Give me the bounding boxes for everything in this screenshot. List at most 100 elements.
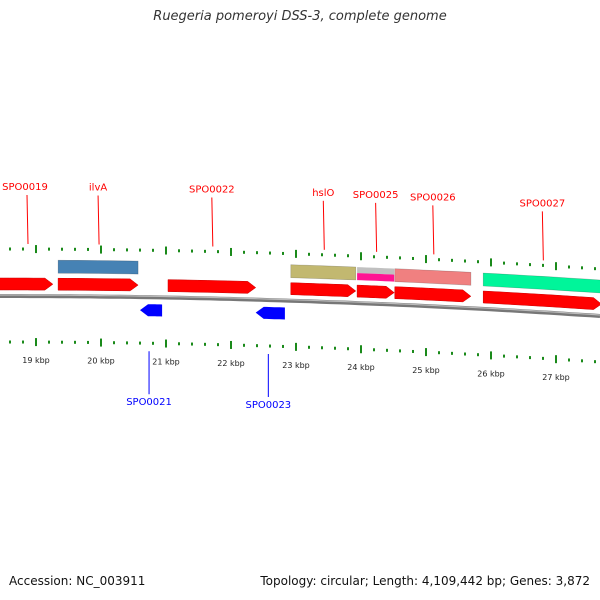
gene-label: hslO (312, 188, 334, 199)
cds-arrow-plus (167, 279, 257, 294)
gene-SPO0026[interactable]: SPO0026 (394, 192, 472, 303)
upper-minor-tick (412, 256, 414, 260)
cds-arrow-plus (394, 286, 472, 303)
lower-minor-tick (464, 352, 466, 356)
upper-minor-tick (178, 249, 180, 253)
lower-minor-tick (9, 340, 11, 344)
upper-minor-tick (464, 259, 466, 263)
lower-minor-tick (334, 346, 336, 350)
feature-box (57, 259, 139, 275)
lower-minor-tick (386, 348, 388, 352)
lower-minor-tick (412, 349, 414, 353)
cds-arrow-minus (140, 304, 163, 317)
gene-SPO0025[interactable]: SPO0025 (353, 190, 399, 299)
upper-minor-tick (256, 251, 258, 255)
gene-label-leader (211, 197, 214, 247)
backbone-highlight (0, 294, 600, 316)
gene-label: SPO0019 (2, 182, 48, 193)
upper-major-tick (295, 249, 297, 258)
upper-minor-tick (503, 261, 505, 265)
gene-SPO0023[interactable]: SPO0023 (245, 306, 291, 411)
gene-label-leader (541, 211, 544, 261)
lower-minor-tick (594, 360, 596, 364)
upper-minor-tick (347, 254, 349, 258)
upper-minor-tick (334, 253, 336, 257)
upper-minor-tick (451, 258, 453, 262)
feature-box (394, 268, 472, 286)
lower-minor-tick (152, 341, 154, 345)
upper-minor-tick (308, 252, 310, 256)
upper-minor-tick (74, 247, 76, 251)
upper-major-tick (165, 246, 167, 255)
lower-major-tick (360, 345, 362, 354)
lower-minor-tick (139, 341, 141, 345)
upper-major-tick (425, 255, 427, 264)
lower-major-tick (295, 342, 297, 351)
upper-major-tick (100, 245, 102, 254)
ruler-label-27-kbp: 27 kbp (542, 373, 570, 382)
upper-minor-tick (152, 248, 154, 252)
upper-minor-tick (282, 251, 284, 255)
lower-minor-tick (126, 341, 128, 345)
gene-ilvA[interactable]: ilvA (57, 183, 139, 292)
upper-minor-tick (477, 260, 479, 264)
lower-major-tick (425, 348, 427, 357)
upper-minor-tick (9, 247, 11, 251)
upper-minor-tick (542, 263, 544, 267)
upper-major-tick (35, 245, 37, 254)
upper-minor-tick (204, 249, 206, 253)
lower-minor-tick (451, 351, 453, 355)
lower-minor-tick (87, 340, 89, 344)
map-title: Ruegeria pomeroyi DSS-3, complete genome (153, 9, 447, 24)
upper-major-tick (230, 247, 232, 256)
lower-minor-tick (503, 354, 505, 358)
lower-major-tick (35, 338, 37, 347)
lower-minor-tick (217, 343, 219, 347)
lower-major-tick (555, 355, 557, 364)
lower-minor-tick (516, 355, 518, 359)
gene-label-leader (97, 195, 100, 245)
feature-box-upper (357, 267, 395, 275)
feature-box (482, 272, 600, 294)
upper-minor-tick (48, 247, 50, 251)
upper-minor-tick (373, 255, 375, 259)
accession-text: Accession: NC_003911 (9, 574, 146, 588)
gene-label: SPO0021 (126, 397, 172, 408)
gene-label: SPO0022 (189, 184, 235, 195)
lower-minor-tick (373, 348, 375, 352)
ruler-label-21-kbp: 21 kbp (152, 358, 180, 367)
gene-hslO[interactable]: hslO (290, 188, 357, 297)
gene-SPO0027[interactable]: SPO0027 (482, 198, 600, 310)
lower-minor-tick (438, 351, 440, 355)
lower-minor-tick (282, 344, 284, 348)
lower-minor-tick (269, 344, 271, 348)
topology-text: Topology: circular; Length: 4,109,442 bp… (260, 574, 590, 588)
upper-minor-tick (126, 248, 128, 252)
lower-major-tick (490, 351, 492, 360)
cds-arrow-plus (57, 277, 139, 292)
gene-label-leader (26, 195, 29, 245)
lower-minor-tick (178, 342, 180, 346)
lower-minor-tick (399, 349, 401, 353)
upper-minor-tick (243, 250, 245, 254)
ruler-label-22-kbp: 22 kbp (217, 359, 245, 368)
feature-box (290, 264, 357, 281)
gene-label-leader (432, 205, 435, 255)
gene-label-leader (322, 200, 325, 250)
gene-SPO0022[interactable]: SPO0022 (167, 184, 257, 294)
ruler-label-23-kbp: 23 kbp (282, 361, 310, 370)
gene-SPO0021[interactable]: SPO0021 (126, 304, 172, 408)
lower-minor-tick (191, 342, 193, 346)
lower-minor-tick (568, 358, 570, 362)
upper-minor-tick (386, 255, 388, 259)
gene-SPO0019[interactable]: SPO0019 (0, 182, 54, 291)
lower-minor-tick (204, 342, 206, 346)
lower-minor-tick (61, 340, 63, 344)
upper-minor-tick (217, 250, 219, 254)
lower-major-tick (100, 338, 102, 347)
gene-label: SPO0023 (245, 400, 291, 411)
upper-minor-tick (61, 247, 63, 251)
backbone-line (0, 294, 600, 318)
lower-minor-tick (74, 340, 76, 344)
lower-minor-tick (48, 340, 50, 344)
